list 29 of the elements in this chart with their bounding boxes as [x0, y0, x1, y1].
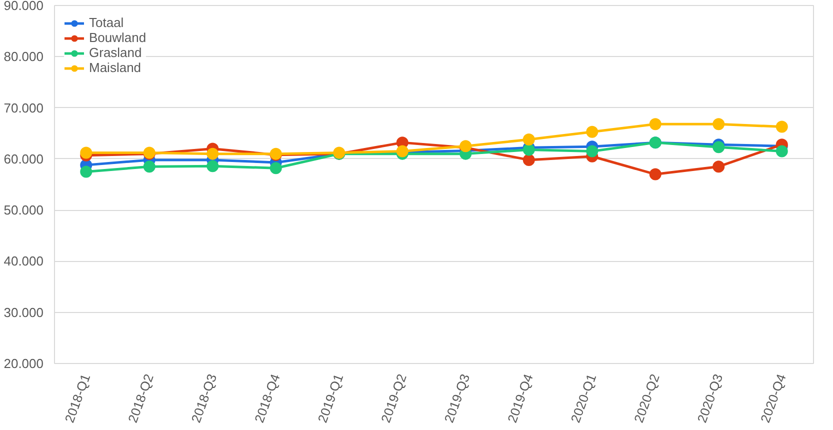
point [776, 120, 788, 133]
point [712, 141, 725, 154]
point [206, 160, 219, 172]
y-tick-label: 90.000 [4, 0, 44, 13]
point [80, 146, 92, 159]
point [712, 118, 725, 130]
point [270, 162, 282, 174]
point [712, 160, 725, 173]
y-tick-label: 70.000 [4, 100, 44, 116]
y-tick-label: 50.000 [4, 202, 44, 218]
point [522, 154, 535, 166]
point [143, 160, 156, 173]
point [649, 168, 662, 180]
y-tick-label: 40.000 [4, 254, 44, 269]
point [586, 126, 598, 138]
point [80, 166, 92, 178]
legend-label: Bouwland [89, 30, 146, 45]
y-tick-label: 30.000 [4, 304, 44, 320]
legend-label: Grasland [89, 45, 142, 60]
legend-label: Maisland [89, 60, 142, 75]
point [649, 118, 662, 130]
point [776, 145, 788, 158]
point [586, 145, 598, 158]
y-tick-label: 20.000 [4, 356, 44, 371]
point [206, 148, 219, 160]
legend-label: Totaal [89, 15, 124, 30]
point [522, 134, 535, 146]
y-tick-label: 60.000 [4, 151, 44, 166]
y-tick-label: 80.000 [4, 49, 44, 64]
